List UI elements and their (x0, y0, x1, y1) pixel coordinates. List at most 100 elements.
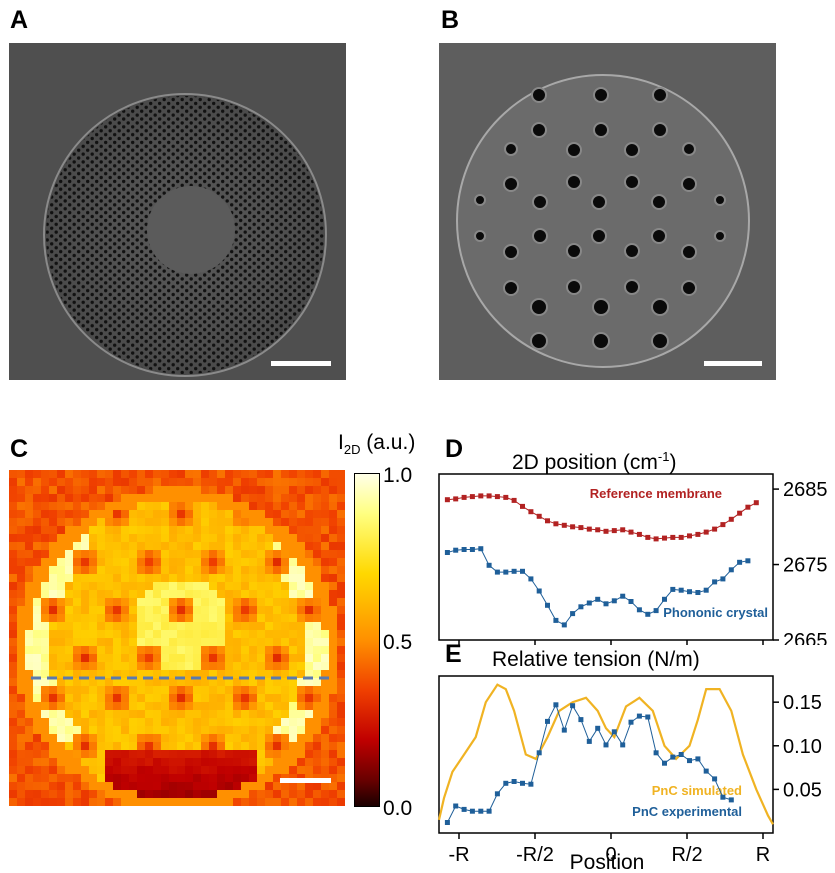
data-point (486, 808, 492, 814)
data-point (653, 608, 659, 614)
data-point (520, 503, 525, 509)
data-point (611, 729, 617, 735)
series-label: Phononic crystal (663, 605, 768, 620)
data-point (494, 791, 500, 797)
data-point (553, 521, 559, 527)
data-point (561, 727, 567, 733)
data-point (712, 776, 718, 782)
data-point (503, 569, 509, 575)
y-tick-label: 2665 (783, 630, 828, 645)
data-point (636, 607, 642, 613)
data-point (461, 494, 467, 500)
raman-map (9, 470, 345, 806)
data-point (453, 803, 459, 809)
sem-a-drawing (9, 43, 346, 380)
data-point (511, 779, 517, 784)
data-point (578, 717, 584, 723)
data-point (745, 504, 751, 510)
data-point (511, 497, 517, 503)
data-point (511, 568, 517, 574)
chart-relative-tension: 0.15 0.10 0.05 -R -R/2 0 R/2 R PnC simulated PnC … (437, 675, 822, 873)
colorbar-tick-mid: 0.5 (383, 631, 413, 654)
data-point (486, 562, 492, 568)
data-point (595, 527, 601, 533)
data-point (636, 713, 642, 719)
data-point (670, 534, 676, 540)
data-point (520, 780, 525, 786)
series-label: PnC experimental (632, 804, 742, 819)
series-line-0 (447, 495, 757, 540)
data-point (687, 589, 692, 595)
data-point (603, 742, 609, 748)
series-line-0 (437, 683, 774, 825)
data-point (478, 546, 484, 552)
data-point (611, 528, 617, 534)
data-point (695, 531, 701, 537)
data-point (545, 602, 550, 608)
data-point (586, 526, 592, 532)
data-point (603, 528, 609, 534)
sem-b-drawing (439, 43, 776, 380)
data-point (453, 547, 459, 553)
colorbar (354, 473, 380, 807)
data-point (545, 718, 550, 724)
data-point (570, 611, 576, 617)
data-point (678, 587, 684, 593)
data-point (645, 611, 651, 617)
raman-map-drawing (9, 470, 345, 806)
data-point (695, 756, 701, 762)
data-point (528, 781, 534, 787)
data-point (712, 526, 718, 532)
colorbar-label: I2D (a.u.) (338, 431, 416, 458)
sem-image-a (9, 43, 346, 380)
data-point (536, 588, 542, 594)
data-point (662, 760, 667, 766)
data-point (753, 500, 759, 506)
data-point (611, 598, 617, 604)
data-point (578, 525, 584, 531)
x-tick-label: -R (448, 844, 469, 866)
data-point (712, 579, 718, 585)
panel-d-title: 2D position (cm-1) (512, 449, 677, 474)
data-point (662, 596, 667, 602)
raman-map-pixels (9, 470, 345, 806)
data-point (703, 529, 709, 535)
data-point (570, 703, 576, 709)
data-point (461, 547, 467, 552)
data-point (628, 599, 634, 604)
data-point (628, 529, 634, 535)
panel-e-title: Relative tension (N/m) (492, 648, 700, 671)
y-tick-label: 0.15 (783, 692, 822, 714)
data-point (603, 601, 609, 607)
data-point (678, 534, 684, 540)
data-point (494, 569, 500, 575)
data-point (670, 586, 676, 592)
plot-frame (438, 473, 774, 641)
data-point (703, 768, 709, 774)
data-point (469, 494, 475, 500)
data-point (695, 590, 701, 595)
data-point (528, 509, 534, 515)
x-tick-label: -R/2 (516, 844, 554, 866)
data-point (737, 510, 743, 516)
panel-label-a: A (10, 6, 29, 34)
x-tick-label: R/2 (671, 844, 702, 866)
sem-image-b (439, 43, 776, 380)
y-tick-label: 0.05 (783, 779, 822, 801)
data-point (678, 752, 684, 757)
panel-label-b: B (441, 6, 460, 34)
series-label: Reference membrane (590, 486, 722, 501)
data-point (687, 758, 692, 764)
data-point (670, 754, 676, 760)
data-point (620, 527, 626, 533)
data-point (486, 493, 492, 499)
colorbar-tick-min: 0.0 (383, 797, 413, 820)
data-point (628, 719, 634, 725)
data-point (720, 522, 726, 528)
y-tick-label: 2675 (783, 555, 828, 577)
data-point (620, 742, 626, 748)
panel-label-d: D (445, 435, 464, 463)
data-point (453, 496, 459, 502)
data-point (461, 806, 467, 812)
data-point (728, 567, 734, 573)
